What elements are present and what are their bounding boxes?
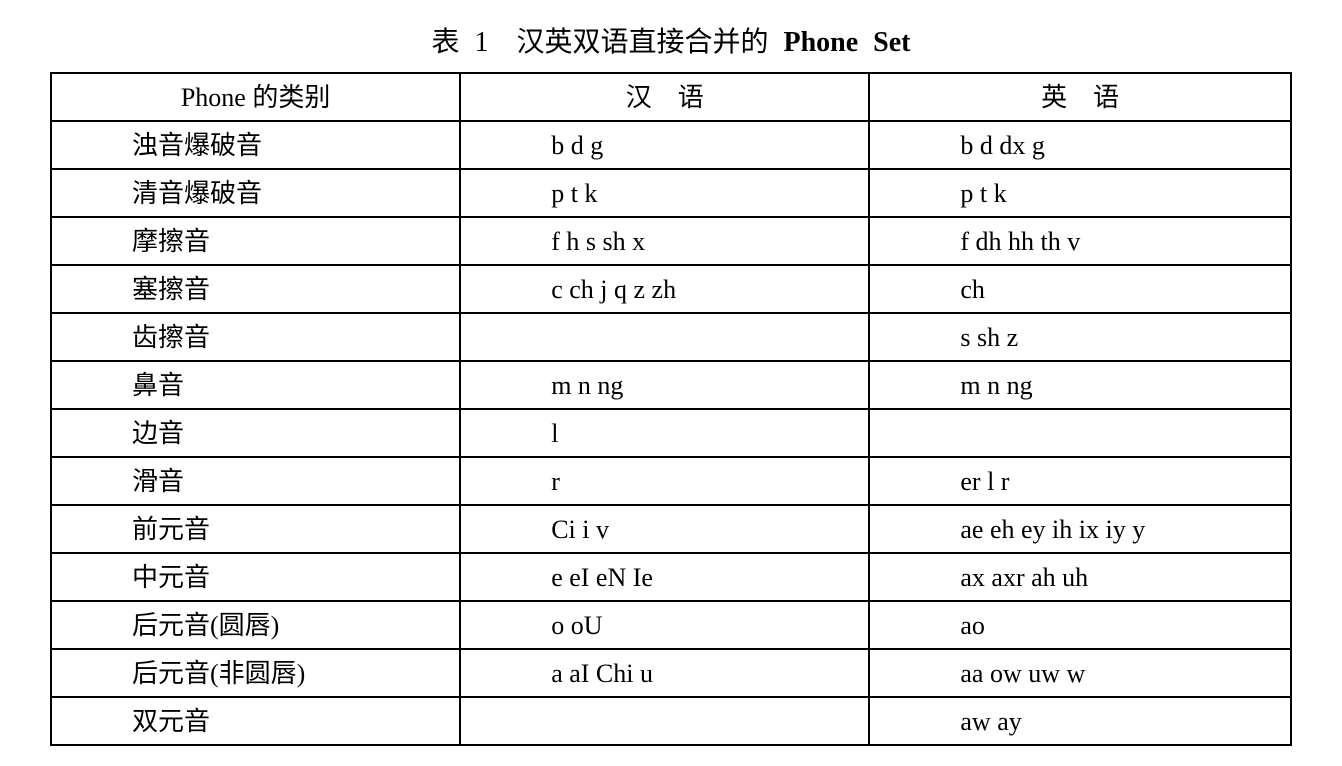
table-row: 双元音 aw ay (51, 697, 1291, 745)
col-header-english: 英 语 (869, 73, 1291, 121)
caption-prefix: 表 1 汉英双语直接合并的 (431, 27, 783, 58)
cell-chinese: p t k (460, 169, 869, 217)
cell-english: ae eh ey ih ix iy y (869, 505, 1291, 553)
cell-chinese: a aI Chi u (460, 649, 869, 697)
cell-category: 滑音 (51, 457, 460, 505)
cell-category: 摩擦音 (51, 217, 460, 265)
table-body: 浊音爆破音 b d g b d dx g 清音爆破音 p t k p t k 摩… (51, 121, 1291, 745)
cell-english: m n ng (869, 361, 1291, 409)
cell-chinese: r (460, 457, 869, 505)
cell-english (869, 409, 1291, 457)
col-header-category: Phone 的类别 (51, 73, 460, 121)
cell-english: aw ay (869, 697, 1291, 745)
table-row: 鼻音 m n ng m n ng (51, 361, 1291, 409)
cell-chinese: m n ng (460, 361, 869, 409)
cell-chinese (460, 313, 869, 361)
cell-chinese: c ch j q z zh (460, 265, 869, 313)
cell-chinese: b d g (460, 121, 869, 169)
cell-english: ch (869, 265, 1291, 313)
cell-english: ax axr ah uh (869, 553, 1291, 601)
cell-category: 齿擦音 (51, 313, 460, 361)
cell-category: 鼻音 (51, 361, 460, 409)
phone-set-table: Phone 的类别 汉 语 英 语 浊音爆破音 b d g b d dx g 清… (50, 72, 1292, 746)
cell-category: 边音 (51, 409, 460, 457)
table-row: 边音 l (51, 409, 1291, 457)
table-row: 前元音 Ci i v ae eh ey ih ix iy y (51, 505, 1291, 553)
cell-category: 双元音 (51, 697, 460, 745)
table-row: 中元音 e eI eN Ie ax axr ah uh (51, 553, 1291, 601)
caption-bold: Phone Set (784, 27, 911, 58)
cell-english: s sh z (869, 313, 1291, 361)
table-row: 浊音爆破音 b d g b d dx g (51, 121, 1291, 169)
table-row: 滑音 r er l r (51, 457, 1291, 505)
cell-chinese: f h s sh x (460, 217, 869, 265)
cell-category: 中元音 (51, 553, 460, 601)
table-row: 后元音(圆唇) o oU ao (51, 601, 1291, 649)
cell-english: aa ow uw w (869, 649, 1291, 697)
cell-chinese: Ci i v (460, 505, 869, 553)
cell-english: ao (869, 601, 1291, 649)
table-header-row: Phone 的类别 汉 语 英 语 (51, 73, 1291, 121)
table-row: 清音爆破音 p t k p t k (51, 169, 1291, 217)
col-header-chinese: 汉 语 (460, 73, 869, 121)
cell-category: 浊音爆破音 (51, 121, 460, 169)
cell-category: 前元音 (51, 505, 460, 553)
cell-english: b d dx g (869, 121, 1291, 169)
table-row: 后元音(非圆唇) a aI Chi u aa ow uw w (51, 649, 1291, 697)
cell-english: f dh hh th v (869, 217, 1291, 265)
cell-category: 清音爆破音 (51, 169, 460, 217)
table-caption: 表 1 汉英双语直接合并的 Phone Set (50, 20, 1292, 60)
table-row: 塞擦音 c ch j q z zh ch (51, 265, 1291, 313)
table-row: 摩擦音 f h s sh x f dh hh th v (51, 217, 1291, 265)
cell-chinese: o oU (460, 601, 869, 649)
cell-chinese (460, 697, 869, 745)
table-row: 齿擦音 s sh z (51, 313, 1291, 361)
cell-category: 后元音(非圆唇) (51, 649, 460, 697)
cell-chinese: e eI eN Ie (460, 553, 869, 601)
cell-english: er l r (869, 457, 1291, 505)
cell-category: 塞擦音 (51, 265, 460, 313)
cell-chinese: l (460, 409, 869, 457)
cell-category: 后元音(圆唇) (51, 601, 460, 649)
cell-english: p t k (869, 169, 1291, 217)
